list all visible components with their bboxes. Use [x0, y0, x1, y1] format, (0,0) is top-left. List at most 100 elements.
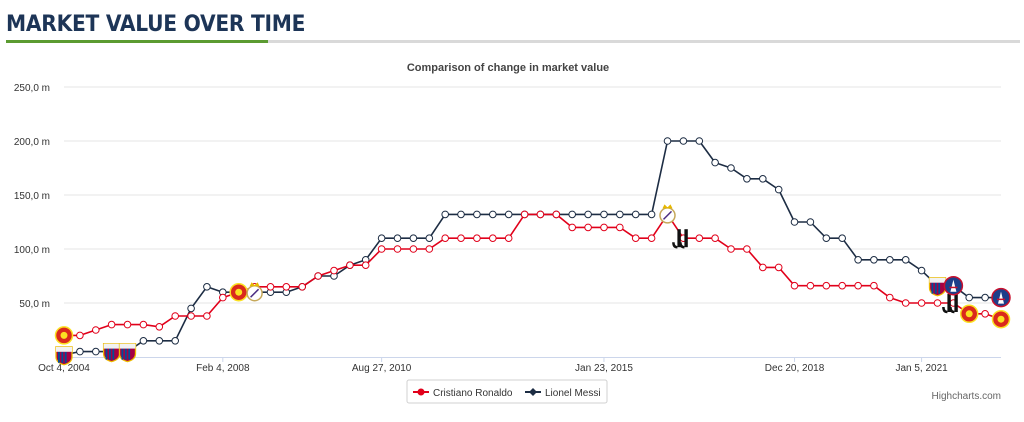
y-tick-label: 50,0 m	[19, 299, 50, 310]
legend-box	[406, 379, 608, 404]
badge-stripe	[938, 282, 941, 294]
x-tick-label: Jan 23, 2015	[575, 363, 633, 374]
data-point	[473, 234, 481, 242]
juventus-badge-icon	[672, 229, 688, 249]
badge-hook	[679, 242, 685, 249]
club-markers	[54, 204, 1011, 366]
x-tick-label: Dec 20, 2018	[765, 363, 825, 374]
data-point	[631, 234, 640, 242]
manchester-united-badge-icon	[229, 282, 248, 302]
data-point	[155, 323, 164, 331]
data-point	[457, 234, 465, 242]
legend-item-ronaldo[interactable]: Cristiano Ronaldo	[413, 388, 513, 399]
data-point	[886, 256, 894, 264]
badge-stripe	[931, 282, 934, 294]
badge-hook	[672, 242, 678, 249]
psg-badge-icon	[991, 287, 1011, 308]
data-point	[663, 137, 672, 145]
data-point	[266, 283, 275, 291]
data-point	[584, 210, 592, 219]
highcharts-credits[interactable]: Highcharts.com	[932, 391, 1001, 402]
badge-core	[235, 288, 243, 296]
data-point	[330, 266, 338, 275]
badge-stripe	[105, 348, 108, 360]
badge-crown	[662, 204, 673, 209]
data-point	[870, 256, 878, 264]
barcelona-badge-icon	[55, 346, 73, 366]
x-tick-label: Feb 4, 2008	[196, 363, 250, 374]
data-point	[219, 293, 227, 302]
data-point	[901, 299, 910, 307]
badge-band	[949, 286, 958, 289]
chart-legend[interactable]: Cristiano Ronaldo Lionel Messi	[406, 379, 608, 404]
chart-title: Comparison of change in market value	[407, 62, 609, 74]
badge-sash	[250, 288, 260, 298]
data-point	[536, 210, 545, 219]
data-point	[457, 210, 465, 219]
data-point	[727, 245, 735, 253]
y-grid	[63, 86, 1001, 362]
data-point	[679, 137, 688, 145]
data-point	[346, 261, 354, 269]
data-point	[711, 234, 719, 242]
data-point	[743, 175, 751, 183]
data-point	[377, 245, 386, 253]
badge-bar	[954, 294, 958, 312]
badge-stripe	[64, 351, 67, 363]
series-layer	[60, 137, 1005, 359]
data-point	[616, 223, 624, 232]
y-tick-label: 100,0 m	[14, 245, 50, 256]
data-point	[822, 281, 831, 290]
data-point	[965, 293, 974, 302]
badge-top	[56, 346, 72, 352]
barcelona-badge-icon	[928, 277, 947, 297]
data-point	[790, 218, 799, 226]
data-point	[203, 312, 211, 320]
data-point	[631, 210, 640, 219]
data-point	[489, 210, 497, 219]
badge-core	[997, 315, 1005, 323]
section-title: MARKET VALUE OVER TIME	[6, 12, 306, 37]
data-point	[425, 234, 434, 242]
badge-bar	[677, 229, 681, 248]
data-point	[854, 281, 862, 290]
title-underline	[6, 40, 268, 43]
y-tick-label: 200,0 m	[14, 137, 50, 148]
data-point	[854, 256, 862, 264]
data-point	[695, 137, 704, 145]
badge-bar	[947, 294, 951, 312]
badge-stripe	[934, 282, 937, 294]
x-tick-label: Oct 4, 2004	[38, 363, 90, 374]
data-point	[520, 210, 529, 219]
data-point	[76, 331, 84, 340]
data-point	[107, 320, 116, 329]
legend-item-messi[interactable]: Lionel Messi	[525, 388, 601, 399]
data-point	[933, 299, 942, 307]
chart-svg: Comparison of change in market value 50,…	[14, 62, 1011, 404]
data-point	[425, 245, 434, 253]
data-point	[568, 223, 577, 232]
real-madrid-badge-icon	[246, 282, 263, 302]
y-tick-label: 150,0 m	[14, 191, 50, 202]
data-point	[473, 210, 481, 219]
badge-stripe	[61, 351, 64, 363]
legend-label-messi: Lionel Messi	[545, 388, 601, 399]
data-point	[282, 283, 291, 291]
badge-core	[965, 310, 973, 318]
market-value-chart: Comparison of change in market value 50,…	[0, 44, 1024, 417]
data-point	[187, 304, 195, 313]
data-point	[790, 281, 799, 290]
badge-hook	[949, 306, 955, 314]
badge-top	[103, 343, 120, 349]
badge-band	[997, 298, 1005, 301]
data-point	[727, 164, 735, 172]
real-madrid-badge-icon	[659, 204, 676, 224]
data-point	[838, 234, 847, 242]
data-point	[870, 281, 878, 290]
data-point	[441, 210, 450, 219]
data-point	[92, 326, 100, 334]
data-point	[139, 320, 148, 329]
data-point	[155, 337, 164, 345]
data-point	[314, 272, 322, 280]
barcelona-badge-icon	[102, 342, 121, 363]
